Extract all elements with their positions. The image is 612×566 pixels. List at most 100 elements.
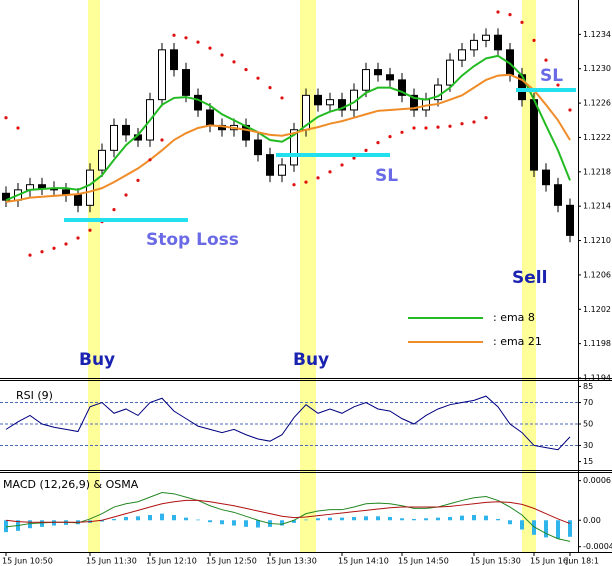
osma-bar [292,520,296,523]
x-tick-label: 15 Jun 14:10 [338,557,389,566]
osma-bar [424,518,428,521]
osma-bar [520,520,524,530]
candle-body [482,34,490,41]
osma-bar [124,516,128,521]
x-tick-label: Jun 18:1 [565,557,599,566]
candle-body [554,184,562,206]
candle-body [398,79,406,96]
ema-line [5,73,571,203]
sar-dot [172,33,176,37]
x-tick-label: 15 Jun 16: [530,557,571,566]
sar-dot [496,10,500,14]
osma-bar [40,520,44,527]
sar-dot [136,178,140,183]
osma-bar [532,520,536,535]
candle-body [290,129,298,166]
sar-dot [112,208,116,212]
sar-dot [328,170,332,174]
sar-dot [184,36,188,40]
candle-body [122,124,130,136]
sar-dot [508,13,512,17]
osma-bar [244,520,248,527]
sar-dot [292,183,296,187]
sar-dot [268,86,272,90]
y-tick-label: 1.1206 [583,270,611,279]
osma-bar [232,520,236,526]
sar-dot [544,58,548,62]
panel-title: MACD (12,26,9) & OSMA [3,478,139,491]
candle-body [86,169,94,206]
candle-body [254,139,262,156]
y-tick-label: 30 [583,441,593,450]
y-tick-label: 1.1210 [583,236,611,245]
sar-dot [88,228,92,232]
macd-line [5,499,571,525]
sar-dot [64,242,68,246]
y-tick-label: 0.0006 [583,476,611,485]
y-tick-label: 15 [583,457,593,466]
candle-body [326,99,334,106]
osma-bar [256,520,260,528]
sar-dot [196,40,200,44]
candle-body [278,164,286,176]
sar-dot [448,124,452,128]
osma-bar [340,517,344,521]
sar-dot [16,126,20,130]
osma-bar [196,519,200,521]
osma-bar [364,516,368,521]
candle-body [434,84,442,101]
candle-body [530,99,538,171]
candle-body [314,94,322,106]
sar-dot [412,126,416,130]
y-tick-label: 1.1198 [583,339,611,348]
sar-dot [244,67,248,72]
legend-label: : ema 21 [493,335,542,348]
sar-dot [388,134,392,139]
y-tick-label: 1.1202 [583,305,611,314]
y-tick-label: 1.1222 [583,133,611,142]
annotation: Sell [512,268,547,288]
y-tick-label: 1.1218 [583,167,611,176]
osma-bar [52,520,56,526]
sar-dot [424,126,428,130]
y-tick-label: 1.1234 [583,30,611,39]
rsi-line [5,395,571,451]
y-tick-label: 1.1226 [583,99,611,108]
osma-bar [148,514,152,521]
osma-bar [160,513,164,521]
osma-bar [436,517,440,521]
sar-dot [148,158,152,162]
sar-dot [40,250,44,254]
sar-dot [316,176,320,180]
osma-bar [100,520,104,522]
annotation: SL [375,166,398,186]
highlight-bands [88,0,536,552]
osma-bar [304,519,308,521]
annotation: SL [540,66,563,86]
sar-dot [568,108,572,112]
candle-body [542,169,550,186]
x-tick-label: 15 Jun 10:50 [2,557,53,566]
candle-body [566,204,574,236]
osma-bar [496,518,500,521]
osma-bar [220,520,224,525]
sar-dot [76,236,80,240]
candle-body [110,124,118,151]
sar-dot [232,60,236,64]
y-tick-label: 0.00 [583,516,601,525]
candle-body [338,99,346,111]
highlight-band [88,0,100,552]
candle-body [206,109,214,126]
candle-body [170,49,178,71]
osma-bar [508,520,512,525]
osma-bar [184,517,188,521]
x-tick-label: 15 Jun 11:30 [86,557,137,566]
osma-bar [568,520,572,537]
osma-bar [448,516,452,521]
sar-dot [532,38,536,42]
sar-dot [124,193,128,197]
sar-dot [256,76,260,80]
osma-bar [172,514,176,521]
candle-body [410,94,418,111]
